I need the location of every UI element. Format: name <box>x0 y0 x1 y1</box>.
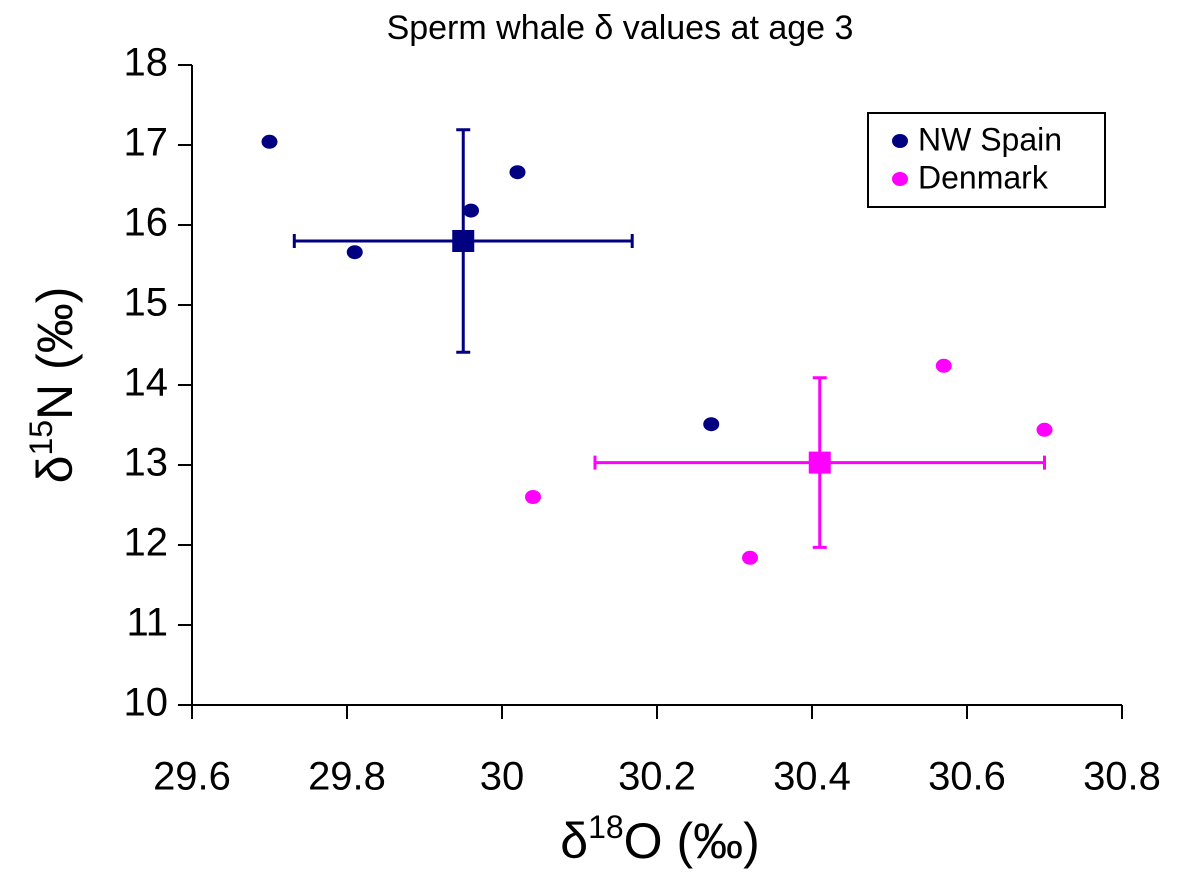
point <box>463 203 479 218</box>
x-tick-label: 30.4 <box>773 755 851 799</box>
x-label-symbol: δ <box>560 813 588 869</box>
point <box>1036 422 1053 437</box>
legend-label: NW Spain <box>918 121 1062 157</box>
y-label-superscript: 15 <box>23 420 59 456</box>
legend-marker <box>892 172 908 186</box>
point <box>261 134 278 149</box>
y-tick-label: 15 <box>124 281 169 325</box>
y-label-rest: N (‰) <box>27 287 83 420</box>
y-tick-label: 12 <box>124 521 169 565</box>
x-axis-label: δ18O (‰) <box>560 809 760 869</box>
y-tick-label: 14 <box>124 361 169 405</box>
y-tick-label: 11 <box>126 601 168 645</box>
point <box>346 245 363 260</box>
x-tick-label: 30.6 <box>928 755 1006 799</box>
mean-marker <box>808 451 831 474</box>
point <box>703 417 720 432</box>
y-tick-label: 18 <box>124 41 169 85</box>
point <box>935 358 952 373</box>
y-axis-label: δ15N (‰) <box>23 287 83 484</box>
x-tick-label: 30 <box>480 755 525 799</box>
y-tick-label: 10 <box>124 681 169 725</box>
x-tick-label: 30.2 <box>618 755 696 799</box>
y-tick-label: 16 <box>124 201 169 245</box>
y-label-symbol: δ <box>27 456 83 484</box>
mean-marker <box>452 230 475 252</box>
x-tick-label: 30.8 <box>1083 755 1161 799</box>
y-tick-label: 13 <box>124 441 169 485</box>
x-label-superscript: 18 <box>588 809 624 845</box>
point <box>525 490 541 504</box>
x-label-rest: O (‰) <box>624 813 760 869</box>
legend-marker <box>892 134 908 148</box>
x-tick-label: 29.6 <box>153 755 231 799</box>
chart-title: Sperm whale δ values at age 3 <box>387 9 854 47</box>
y-tick-label: 17 <box>124 121 169 165</box>
legend-label: Denmark <box>918 159 1049 195</box>
point <box>742 550 758 565</box>
x-tick-label: 29.8 <box>308 755 386 799</box>
point <box>509 165 526 180</box>
legend-box <box>867 112 1106 208</box>
